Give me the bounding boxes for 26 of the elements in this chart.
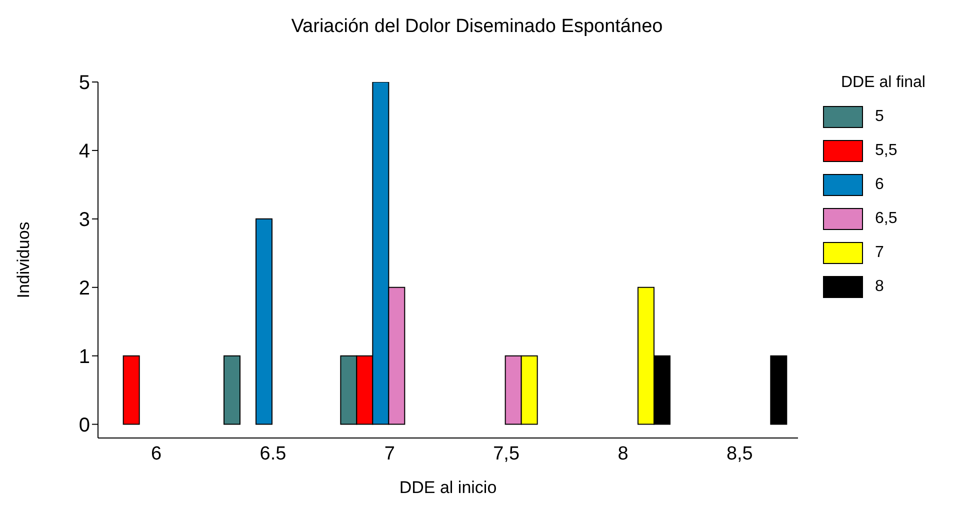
bar (256, 218, 272, 425)
x-tick-label: 8,5 (726, 443, 753, 464)
bar (224, 355, 240, 425)
y-tick-label: 3 (78, 209, 90, 232)
y-axis-title: Individuos (14, 222, 34, 298)
y-tick-label: 0 (78, 414, 90, 436)
y-tick-label: 2 (78, 277, 90, 300)
x-tick-label: 7 (384, 443, 395, 464)
x-tick-label: 8 (618, 443, 628, 464)
bar (770, 355, 788, 425)
chart-title: Variación del Dolor Diseminado Espontáneo (290, 16, 664, 38)
legend-label: 5 (875, 108, 884, 126)
bar (122, 355, 140, 425)
legend-title: DDE al final (841, 74, 926, 92)
legend-label: 6 (875, 176, 884, 194)
x-tick-label: 6.5 (260, 443, 286, 464)
legend-label: 6,5 (875, 210, 898, 228)
y-tick-label: 5 (78, 72, 90, 94)
x-tick-label: 7,5 (493, 443, 520, 464)
y-tick-label: 4 (78, 140, 90, 163)
x-axis-title: DDE al inicio (399, 478, 497, 497)
legend-label: 8 (875, 278, 884, 296)
x-tick-label: 6 (151, 443, 162, 464)
legend-label: 7 (875, 244, 884, 262)
legend-label: 5,5 (875, 142, 898, 160)
y-tick-label: 1 (78, 346, 90, 368)
